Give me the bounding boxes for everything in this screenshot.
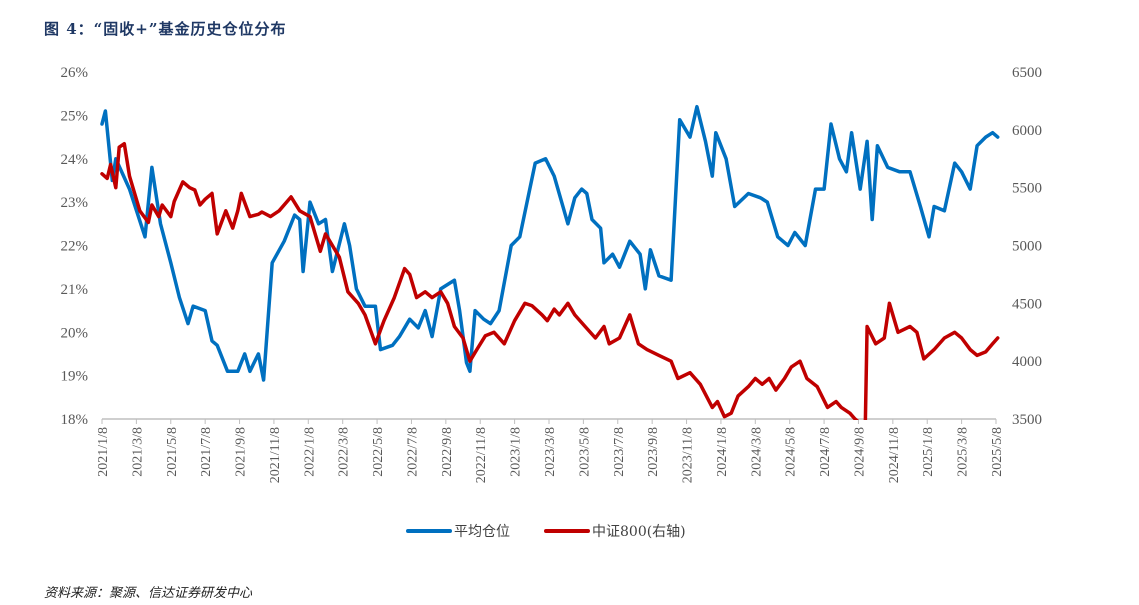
y-left-tick-label: 21% bbox=[61, 282, 89, 298]
y-right-tick-label: 5000 bbox=[1012, 239, 1042, 255]
series-line-0 bbox=[100, 104, 1000, 382]
x-tick-label: 2021/11/8 bbox=[268, 427, 283, 483]
x-tick-label: 2025/3/8 bbox=[956, 427, 971, 477]
y-left-tick-label: 24% bbox=[61, 152, 89, 168]
x-tick-label: 2022/11/8 bbox=[474, 427, 489, 483]
x-tick-label: 2023/5/8 bbox=[577, 427, 592, 477]
y-right-tick-label: 5500 bbox=[1012, 181, 1042, 197]
x-tick-label: 2023/3/8 bbox=[543, 427, 558, 477]
y-right-tick-label: 3500 bbox=[1012, 412, 1042, 428]
x-tick-label: 2024/9/8 bbox=[852, 427, 867, 477]
y-right-tick-label: 4000 bbox=[1012, 354, 1042, 370]
x-tick-label: 2021/5/8 bbox=[165, 427, 180, 477]
x-tick-label: 2025/1/8 bbox=[921, 427, 936, 477]
y-left-tick-label: 26% bbox=[61, 65, 89, 81]
legend-label: 中证800(右轴) bbox=[592, 524, 686, 540]
x-tick-label: 2023/7/8 bbox=[612, 427, 627, 477]
x-tick-label: 2024/1/8 bbox=[715, 427, 730, 477]
y-right-tick-label: 6000 bbox=[1012, 123, 1042, 139]
x-tick-label: 2022/5/8 bbox=[371, 427, 386, 477]
x-tick-label: 2022/9/8 bbox=[440, 427, 455, 477]
x-tick-label: 2024/3/8 bbox=[749, 427, 764, 477]
x-tick-label: 2021/9/8 bbox=[234, 427, 249, 477]
legend: 平均仓位 中证800(右轴) bbox=[406, 524, 686, 540]
x-tick-label: 2024/11/8 bbox=[887, 427, 902, 483]
y-left-tick-label: 22% bbox=[61, 239, 89, 255]
x-tick-label: 2025/5/8 bbox=[990, 427, 1005, 477]
x-tick-label: 2024/7/8 bbox=[818, 427, 833, 477]
x-tick-label: 2022/1/8 bbox=[302, 427, 317, 477]
legend-label: 平均仓位 bbox=[454, 524, 510, 540]
figure-title: 图 4：“固收+”基金历史仓位分布 bbox=[44, 20, 287, 38]
series-line-1 bbox=[100, 141, 1000, 420]
x-tick-label: 2021/7/8 bbox=[199, 427, 214, 477]
y-left-tick-label: 18% bbox=[61, 412, 89, 428]
y-left-tick-label: 19% bbox=[61, 369, 89, 385]
y-left-tick-label: 25% bbox=[61, 108, 89, 124]
x-tick-label: 2021/1/8 bbox=[96, 427, 111, 477]
x-tick-label: 2022/3/8 bbox=[337, 427, 352, 477]
x-tick-label: 2023/11/8 bbox=[681, 427, 696, 483]
x-tick-label: 2021/3/8 bbox=[130, 427, 145, 477]
y-left-tick-label: 23% bbox=[61, 195, 89, 211]
y-right-tick-label: 4500 bbox=[1012, 296, 1042, 312]
x-tick-label: 2024/5/8 bbox=[784, 427, 799, 477]
x-tick-label: 2023/9/8 bbox=[646, 427, 661, 477]
y-right-tick-label: 6500 bbox=[1012, 65, 1042, 81]
source-note: 资料来源：聚源、信达证券研发中心 bbox=[44, 586, 253, 601]
x-tick-label: 2022/7/8 bbox=[405, 427, 420, 477]
y-left-tick-label: 20% bbox=[61, 325, 89, 341]
x-tick-label: 2023/1/8 bbox=[509, 427, 524, 477]
